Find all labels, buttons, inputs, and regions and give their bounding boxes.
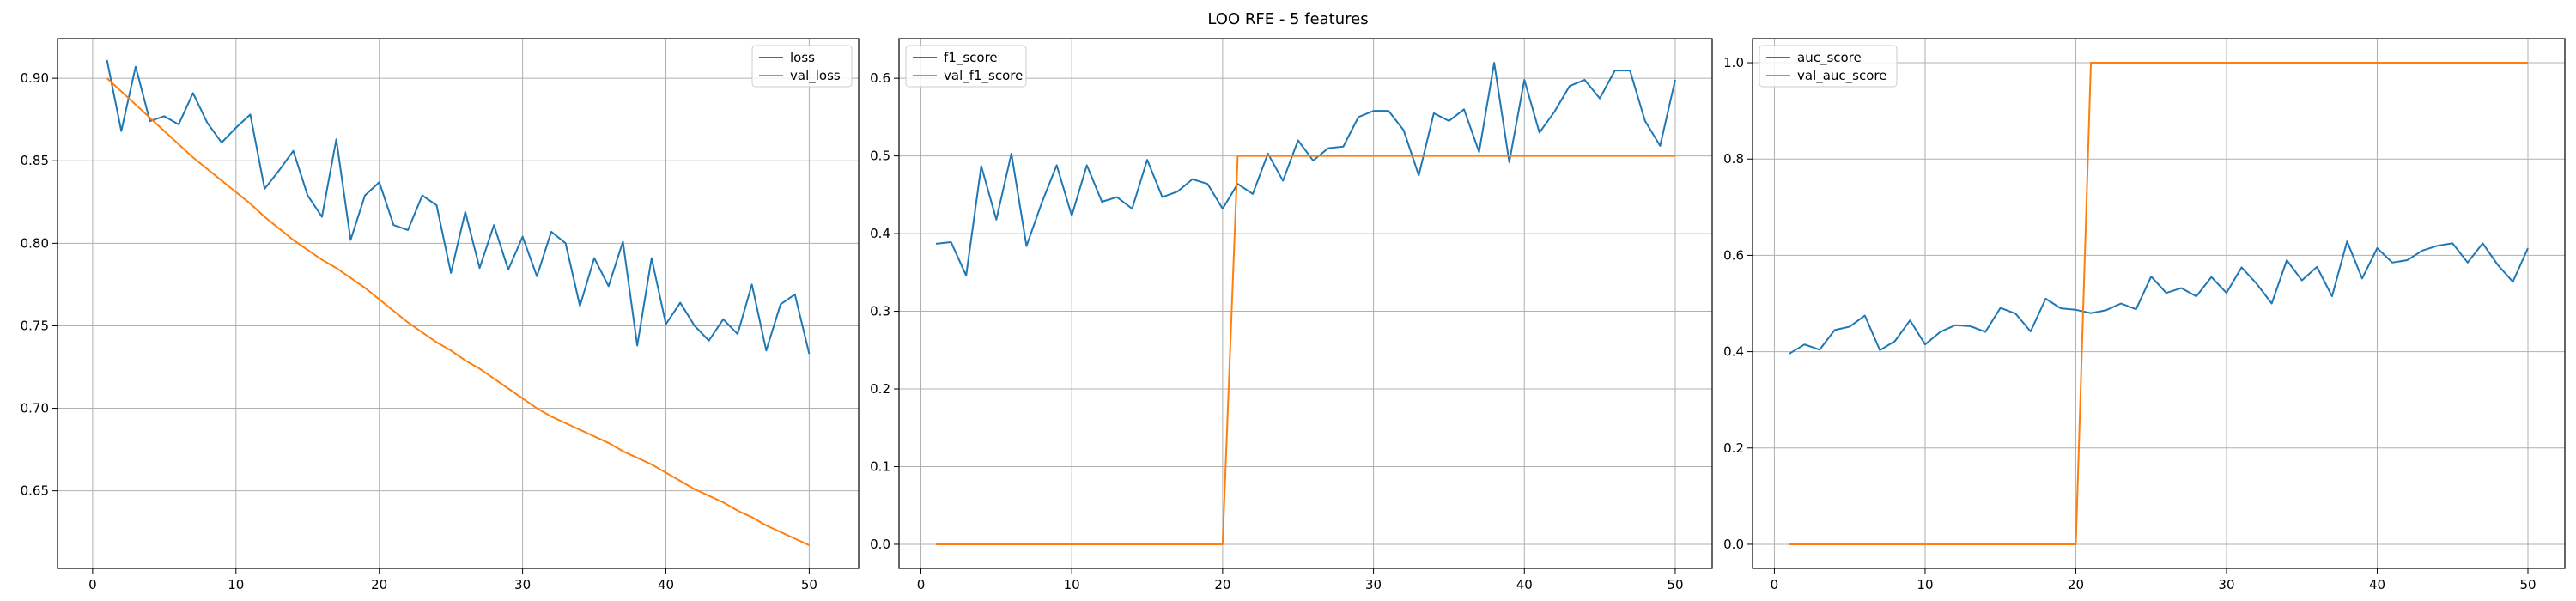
subplot-2: 0 10 20 30 40 50 0.0 0.1 0.2 0.3 0.4 0.5 0.6 f1_score… bbox=[870, 38, 1713, 592]
y-tick-label: 0.85 bbox=[21, 153, 49, 168]
axes-frame bbox=[898, 38, 1713, 569]
x-tick-label: 10 bbox=[1917, 577, 1933, 592]
y-tick-label: 0.5 bbox=[870, 149, 890, 164]
subplot-1: 0 10 20 30 40 50 0.65 0.70 0.75 0.80 0.85 0.90 loss v… bbox=[21, 38, 860, 592]
y-tick-label: 0.65 bbox=[21, 483, 49, 499]
y-tick-label: 0.80 bbox=[21, 235, 49, 251]
x-tick-label: 10 bbox=[228, 577, 244, 592]
y-tick-label: 0.6 bbox=[1723, 247, 1744, 263]
series-line-auc_score bbox=[1789, 240, 2529, 355]
x-tick-label: 40 bbox=[1516, 577, 1533, 592]
y-tick-label: 0.90 bbox=[21, 70, 49, 86]
y-tick-label: 1.0 bbox=[1723, 55, 1744, 70]
subplots: 0 10 20 30 40 500.650.700.750.800.850.90lossv… bbox=[21, 38, 2566, 592]
x-tick-label: 50 bbox=[801, 577, 817, 592]
legend: loss val_loss bbox=[751, 45, 853, 88]
series-line-val_auc_score bbox=[1789, 62, 2528, 545]
legend-label: auc_score bbox=[1797, 50, 1862, 66]
legend-box bbox=[1759, 45, 1898, 88]
legend-label: loss bbox=[790, 50, 815, 65]
y-tick-label: 0.70 bbox=[21, 401, 49, 416]
legend: f1_score val_f1_score bbox=[905, 45, 1027, 88]
x-tick-label: 30 bbox=[514, 577, 531, 592]
x-tick-label: 40 bbox=[2369, 577, 2385, 592]
legend-label: val_f1_score bbox=[944, 68, 1023, 84]
x-tick-label: 30 bbox=[1365, 577, 1382, 592]
x-tick-label: 50 bbox=[1667, 577, 1683, 592]
y-tick-label: 0.2 bbox=[870, 381, 890, 397]
grid bbox=[1753, 39, 2565, 568]
series-line-val_loss bbox=[106, 77, 810, 546]
series-line-loss bbox=[106, 59, 811, 355]
x-tick-label: 30 bbox=[2218, 577, 2234, 592]
series-line-val_f1_score bbox=[936, 155, 1675, 545]
legend-label: val_loss bbox=[790, 68, 841, 84]
legend-label: f1_score bbox=[944, 50, 998, 66]
x-tick-label: 40 bbox=[658, 577, 674, 592]
x-tick-label: 50 bbox=[2519, 577, 2536, 592]
y-tick-label: 0.4 bbox=[870, 226, 890, 241]
legend: auc_score val_auc_score bbox=[1759, 45, 1898, 88]
y-tick-label: 0.75 bbox=[21, 318, 49, 333]
y-tick-label: 0.6 bbox=[870, 70, 890, 86]
axes-frame bbox=[57, 38, 860, 569]
x-tick-label: 20 bbox=[371, 577, 387, 592]
x-tick-label: 0 bbox=[917, 577, 926, 592]
x-tick-label: 20 bbox=[2068, 577, 2084, 592]
series-line-f1_score bbox=[935, 62, 1676, 276]
y-tick-label: 0.8 bbox=[1723, 151, 1744, 167]
y-tick-label: 0.0 bbox=[1723, 537, 1744, 552]
x-tick-label: 20 bbox=[1214, 577, 1230, 592]
subplot-3: 0 10 20 30 40 50 0.0 0.2 0.4 0.6 0.8 1.0 auc_scoreva… bbox=[1723, 38, 2566, 592]
y-tick-label: 0.4 bbox=[1723, 344, 1744, 360]
y-tick-label: 0.1 bbox=[870, 458, 890, 474]
axes-frame bbox=[1752, 38, 2566, 569]
y-tick-label: 0.2 bbox=[1723, 440, 1744, 456]
y-tick-label: 0.3 bbox=[870, 304, 890, 319]
x-tick-label: 10 bbox=[1064, 577, 1080, 592]
x-tick-label: 0 bbox=[1771, 577, 1779, 592]
y-tick-label: 0.0 bbox=[870, 537, 890, 552]
x-tick-label: 0 bbox=[88, 577, 97, 592]
figure-title: LOO RFE - 5 features bbox=[1207, 10, 1368, 28]
legend-label: val_auc_score bbox=[1797, 68, 1887, 84]
grid bbox=[58, 39, 859, 568]
grid bbox=[899, 39, 1712, 568]
